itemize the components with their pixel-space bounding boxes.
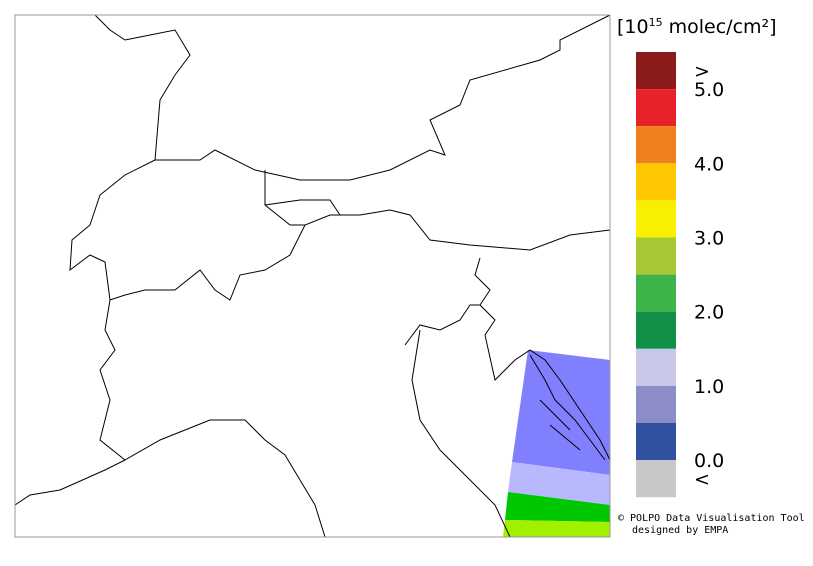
colorbar-label: 2.0 — [694, 302, 724, 324]
coast — [124, 419, 326, 538]
data-swath-blue — [512, 350, 610, 475]
border — [264, 170, 341, 226]
colorbar-label: 0.0 — [694, 450, 724, 472]
coast — [474, 257, 611, 461]
map — [14, 14, 611, 538]
colorbar-label: 3.0 — [694, 228, 724, 250]
footer-line: designed by EMPA — [632, 525, 728, 536]
colorbar-cell — [636, 423, 676, 461]
colorbar-cell — [636, 163, 676, 201]
colorbar-cell — [636, 89, 676, 127]
colorbar-cell — [636, 348, 676, 386]
coast — [529, 354, 606, 461]
unit-label: [1015 molec/cm²] — [617, 16, 777, 38]
data-swath-light — [508, 462, 610, 505]
colorbar-label: < — [694, 469, 710, 491]
coast — [404, 304, 511, 538]
unit-rest: molec/cm²] — [663, 16, 777, 38]
border — [155, 14, 611, 181]
unit-exponent: 15 — [649, 16, 663, 29]
colorbar-cell — [636, 274, 676, 312]
map-frame — [14, 14, 611, 538]
colorbar-label: 1.0 — [694, 376, 724, 398]
colorbar-cell — [636, 126, 676, 164]
colorbar: >5.0 4.0 3.0 2.0 1.0 0.0< — [636, 52, 724, 498]
colorbar-cell — [636, 311, 676, 349]
colorbar-cell — [636, 385, 676, 423]
data-swath-green — [505, 492, 610, 522]
data-swath-lime — [503, 520, 610, 537]
unit-open: [10 — [617, 16, 649, 38]
border — [14, 299, 126, 506]
colorbar-cell — [636, 200, 676, 238]
colorbar-cell — [636, 52, 676, 90]
footer-line: © POLPO Data Visualisation Tool — [618, 513, 805, 524]
border — [69, 14, 611, 301]
colorbar-label: 4.0 — [694, 153, 724, 175]
colorbar-cell — [636, 460, 676, 498]
colorbar-label: > — [694, 61, 710, 83]
colorbar-cell — [636, 237, 676, 275]
colorbar-label: 5.0 — [694, 79, 724, 101]
